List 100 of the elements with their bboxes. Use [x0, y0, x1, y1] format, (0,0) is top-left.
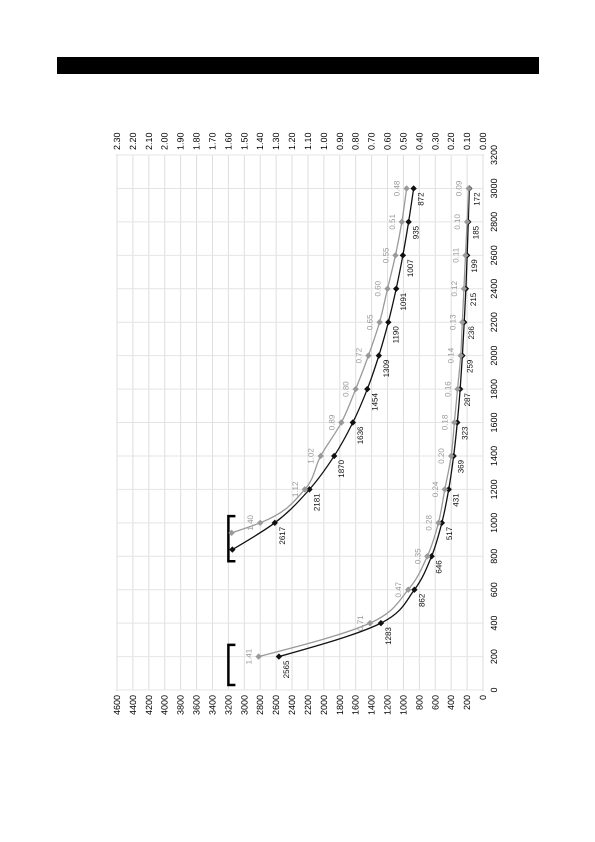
point	[365, 352, 372, 359]
y-tick-label: 2600	[489, 245, 499, 266]
data-label: 369	[456, 459, 466, 474]
point	[228, 530, 235, 536]
data-label: 1.02	[306, 448, 316, 464]
data-label: 935	[412, 225, 421, 240]
x2-tick-label: 1.70	[207, 132, 218, 150]
point	[448, 452, 454, 460]
point	[392, 252, 399, 259]
point	[403, 185, 410, 192]
x2-tick-label: 0.30	[430, 132, 440, 150]
y-tick-label: 2200	[489, 312, 499, 332]
x2-tick-label: 1.80	[192, 132, 202, 150]
x2-tick-label: 0.20	[446, 132, 456, 150]
x2-tick-label: 1.40	[255, 132, 266, 150]
data-label: 259	[465, 359, 474, 373]
data-label: 0.10	[453, 214, 462, 230]
data-label: 0.48	[392, 180, 402, 196]
x2-tick-label: 0.50	[398, 132, 408, 150]
data-label: 185	[471, 225, 480, 240]
y-tick-label: 1800	[489, 379, 499, 400]
x-tick-label: 2200	[302, 695, 313, 716]
data-label: 1.12	[290, 481, 300, 498]
point	[366, 620, 374, 626]
x2-tick-label: 2.10	[144, 132, 154, 150]
point	[398, 218, 406, 226]
y-tick-label: 600	[489, 582, 499, 598]
data-label: 1091	[399, 292, 408, 311]
data-label: 517	[444, 526, 454, 540]
data-label: 0.14	[446, 347, 456, 364]
data-label: 1.40	[246, 514, 256, 531]
data-label: 172	[472, 192, 482, 206]
x-tick-label: 2600	[271, 695, 282, 716]
data-label: 0.89	[327, 414, 336, 430]
data-label: 0.60	[374, 280, 383, 297]
x2-tick-label: 1.20	[287, 132, 298, 150]
data-label: 431	[452, 492, 461, 507]
x2-tick-label: 2.20	[128, 132, 138, 150]
data-label: 215	[468, 292, 478, 306]
point	[454, 386, 461, 392]
x-tick-label: 600	[430, 695, 440, 710]
point	[442, 486, 448, 493]
data-label: 862	[417, 593, 426, 608]
x-tick-label: 1000	[398, 695, 408, 716]
data-label: 0.13	[448, 314, 458, 330]
data-label: 1309	[382, 359, 391, 378]
x2-tick-label: 2.00	[160, 132, 170, 150]
point	[376, 318, 383, 326]
data-label: 872	[416, 192, 426, 206]
data-label: 0.72	[354, 347, 364, 364]
x-tick-label: 400	[446, 695, 456, 710]
x-tick-label: 0	[478, 695, 488, 700]
point	[405, 586, 412, 593]
x2-tick-label: 0.70	[366, 132, 377, 150]
x2-tick-label: 0.00	[478, 132, 488, 150]
x-tick-label: 1400	[366, 695, 377, 716]
x2-tick-label: 1.90	[176, 132, 186, 150]
data-label: 0.24	[430, 481, 440, 498]
x2-tick-label: 2.30	[112, 132, 122, 150]
data-label: 199	[470, 258, 480, 273]
data-label: 2565	[282, 660, 291, 678]
point	[257, 520, 264, 526]
x-tick-label: 2800	[255, 695, 266, 716]
point	[317, 452, 324, 460]
y-tick-label: 2000	[489, 346, 499, 366]
data-label: 2181	[312, 492, 322, 512]
data-label: 0.55	[381, 246, 390, 264]
y-tick-label: 1000	[489, 512, 499, 533]
x-tick-label: 200	[462, 695, 472, 710]
data-label: 0.12	[450, 280, 459, 297]
data-label: 323	[460, 426, 470, 440]
x-tick-label: 4200	[144, 695, 154, 716]
data-label: 1007	[406, 258, 415, 278]
x-tick-label: 2400	[287, 695, 298, 716]
x2-tick-label: 1.30	[271, 132, 282, 150]
x2-tick-label: 0.10	[462, 132, 472, 150]
y-tick-label: 1200	[489, 479, 499, 500]
y-tick-label: 200	[489, 649, 499, 664]
data-label: 236	[467, 326, 476, 340]
data-label: 1.41	[244, 648, 254, 664]
data-label: 1636	[356, 426, 365, 444]
x2-tick-label: 1.10	[302, 132, 313, 150]
data-label: 1454	[370, 392, 380, 411]
point	[451, 419, 458, 426]
x-tick-label: 1800	[334, 695, 345, 716]
x-tick-label: 3200	[223, 695, 234, 716]
x2-tick-label: 0.90	[334, 132, 345, 150]
data-label: 1190	[391, 326, 400, 344]
x-tick-label: 3600	[192, 695, 202, 716]
data-label: 0.20	[437, 448, 446, 464]
point	[424, 553, 431, 560]
point	[255, 653, 262, 660]
x-tick-label: 3800	[176, 695, 186, 716]
x2-tick-label: 1.50	[239, 132, 250, 150]
point	[302, 486, 308, 493]
y-tick-label: 800	[489, 548, 499, 564]
data-label: 0.28	[424, 514, 434, 531]
x2-tick-label: 0.40	[414, 132, 424, 150]
data-label: 0.80	[342, 380, 351, 397]
x-tick-label: 3000	[239, 695, 250, 716]
